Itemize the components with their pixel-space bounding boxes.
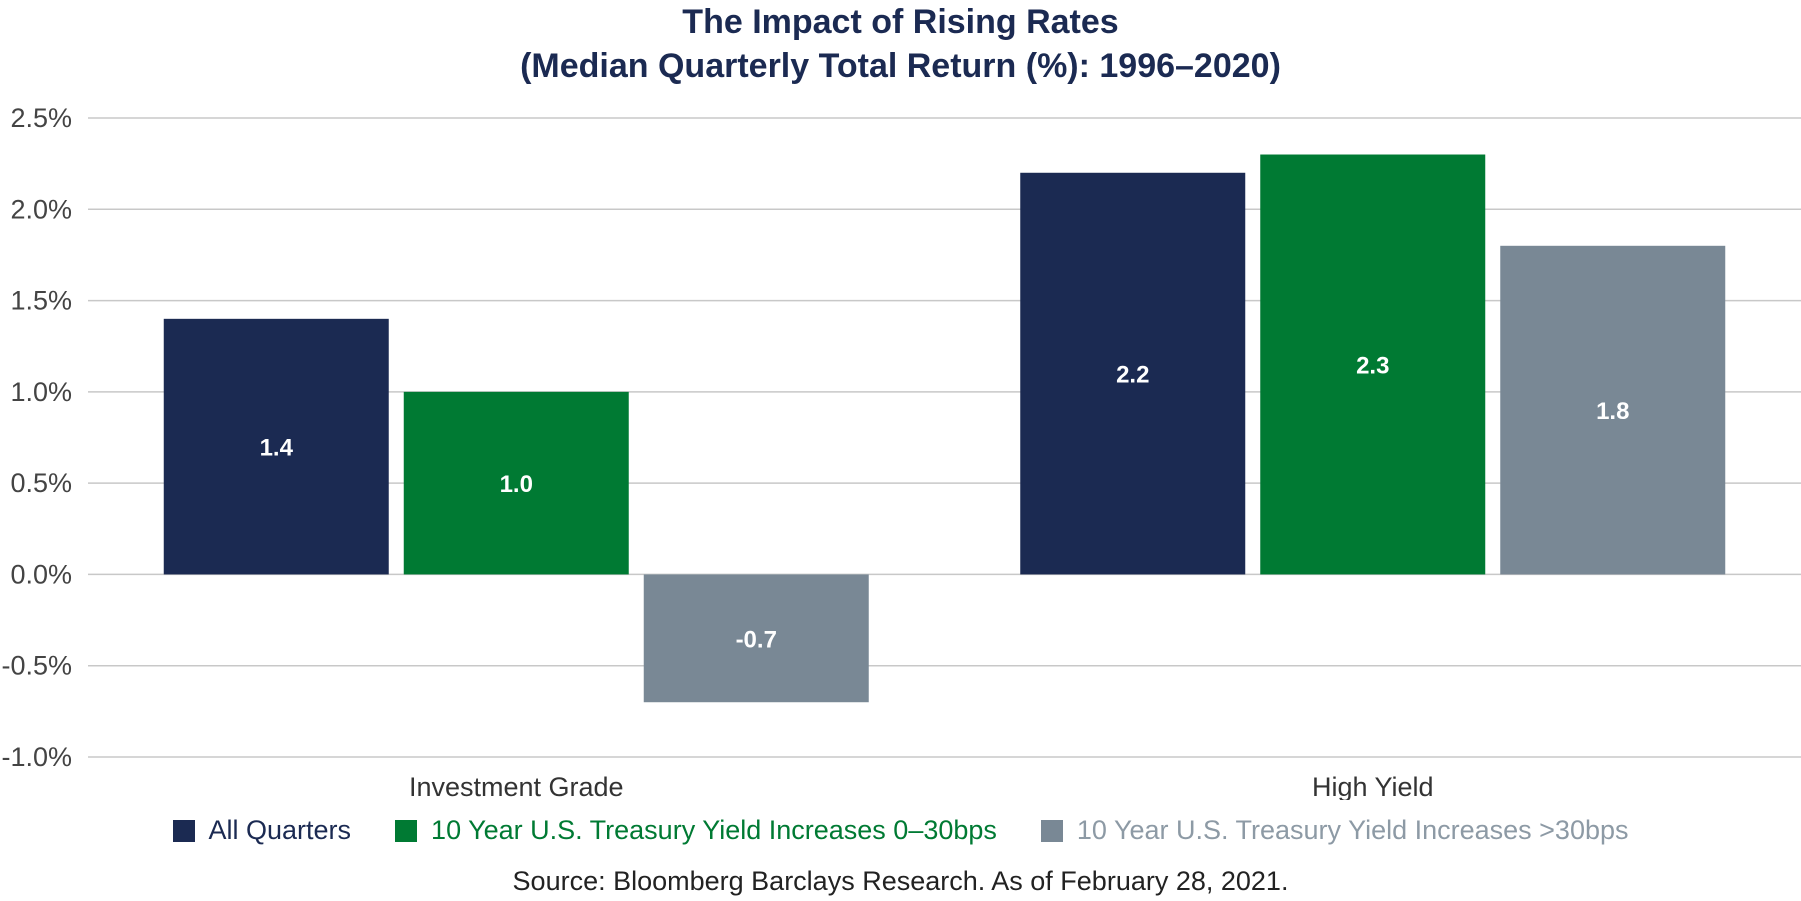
bar-data-label: 1.0	[500, 471, 533, 498]
legend-label-yield-over-30bps: 10 Year U.S. Treasury Yield Increases >3…	[1076, 815, 1629, 845]
bar	[643, 574, 869, 703]
x-category-label: Investment Grade	[409, 772, 624, 800]
source-note: Source: Bloomberg Barclays Research. As …	[512, 866, 1289, 896]
y-tick-label: -0.5%	[1, 651, 72, 681]
legend-label-all-quarters: All Quarters	[208, 815, 352, 845]
legend-label-yield-0-30bps: 10 Year U.S. Treasury Yield Increases 0–…	[431, 815, 997, 845]
y-tick-label: -1.0%	[1, 742, 72, 772]
chart-title: The Impact of Rising Rates	[682, 3, 1119, 41]
chart-title-block: The Impact of Rising Rates (Median Quart…	[0, 0, 1801, 88]
legend-item-all-quarters: All Quarters	[172, 815, 352, 846]
bar-data-label: 1.8	[1596, 398, 1629, 425]
legend-item-yield-0-30bps: 10 Year U.S. Treasury Yield Increases 0–…	[395, 815, 997, 846]
y-tick-label: 1.5%	[10, 286, 72, 316]
bar	[1020, 172, 1246, 575]
y-tick-label: 2.0%	[10, 194, 72, 224]
chart-subtitle: (Median Quarterly Total Return (%): 1996…	[520, 47, 1281, 85]
y-tick-label: 1.0%	[10, 377, 72, 407]
bar-data-label: 1.4	[260, 435, 294, 462]
legend-item-yield-over-30bps: 10 Year U.S. Treasury Yield Increases >3…	[1040, 815, 1629, 846]
bar-data-label: 2.2	[1116, 362, 1149, 389]
bar-data-label: -0.7	[736, 626, 777, 653]
bar-chart: 2.5% 2.0% 1.5% 1.0% 0.5% 0.0% -0.5% -1.0% 1.4 1.0…	[1, 103, 1801, 800]
y-tick-label: 2.5%	[10, 103, 72, 133]
legend-swatch-all-quarters	[172, 819, 195, 842]
bar	[1260, 154, 1486, 575]
bar	[163, 318, 389, 575]
y-tick-label: 0.0%	[10, 559, 72, 589]
legend: All Quarters 10 Year U.S. Treasury Yield…	[0, 815, 1801, 846]
bar	[1500, 245, 1726, 575]
legend-swatch-yield-0-30bps	[395, 819, 418, 842]
y-tick-label: 0.5%	[10, 468, 72, 498]
bar-data-label: 2.3	[1356, 352, 1389, 379]
bar	[403, 391, 629, 575]
x-category-label: High Yield	[1312, 772, 1434, 800]
legend-swatch-yield-over-30bps	[1040, 819, 1063, 842]
